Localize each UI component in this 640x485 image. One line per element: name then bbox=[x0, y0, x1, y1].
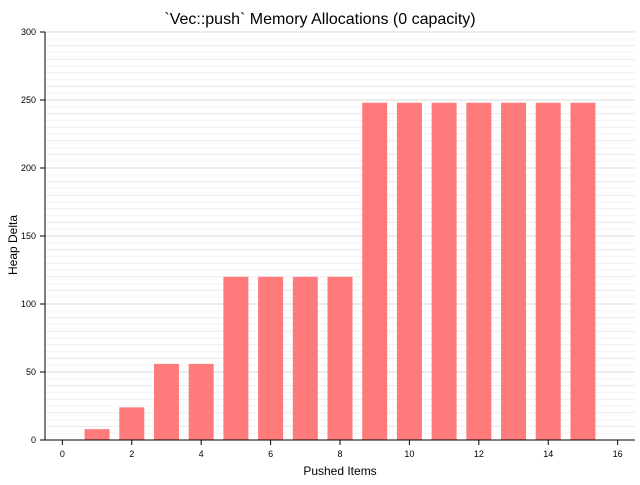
x-tick-label: 10 bbox=[404, 449, 414, 459]
y-tick-label: 50 bbox=[26, 367, 36, 377]
y-tick-label: 250 bbox=[21, 95, 36, 105]
bar bbox=[431, 102, 457, 440]
y-tick-label: 150 bbox=[21, 231, 36, 241]
bar bbox=[292, 276, 318, 440]
bar bbox=[84, 429, 110, 440]
x-tick-label: 14 bbox=[543, 449, 553, 459]
bar bbox=[362, 102, 388, 440]
chart-title: `Vec::push` Memory Allocations (0 capaci… bbox=[164, 11, 475, 28]
bar bbox=[501, 102, 527, 440]
bar bbox=[258, 276, 284, 440]
y-tick-label: 100 bbox=[21, 299, 36, 309]
bar bbox=[153, 363, 179, 440]
bar bbox=[188, 363, 214, 440]
x-tick-label: 6 bbox=[268, 449, 273, 459]
x-tick-label: 0 bbox=[60, 449, 65, 459]
x-tick-label: 8 bbox=[337, 449, 342, 459]
y-tick-label: 0 bbox=[31, 435, 36, 445]
bar bbox=[570, 102, 596, 440]
x-tick-label: 16 bbox=[613, 449, 623, 459]
bars bbox=[84, 102, 596, 440]
bar bbox=[396, 102, 422, 440]
bar bbox=[535, 102, 561, 440]
x-axis-label: Pushed Items bbox=[303, 464, 376, 478]
bar bbox=[327, 276, 353, 440]
bar bbox=[466, 102, 492, 440]
y-tick-label: 300 bbox=[21, 27, 36, 37]
bar bbox=[119, 407, 145, 440]
y-axis-label: Heap Delta bbox=[6, 215, 20, 275]
y-tick-label: 200 bbox=[21, 163, 36, 173]
x-tick-label: 4 bbox=[199, 449, 204, 459]
x-tick-label: 2 bbox=[129, 449, 134, 459]
bar bbox=[223, 276, 249, 440]
axes: 0 50 100 150 200 250 300 0 2 4 6 8 10 12 14 16 bbox=[21, 27, 635, 459]
x-tick-label: 12 bbox=[474, 449, 484, 459]
